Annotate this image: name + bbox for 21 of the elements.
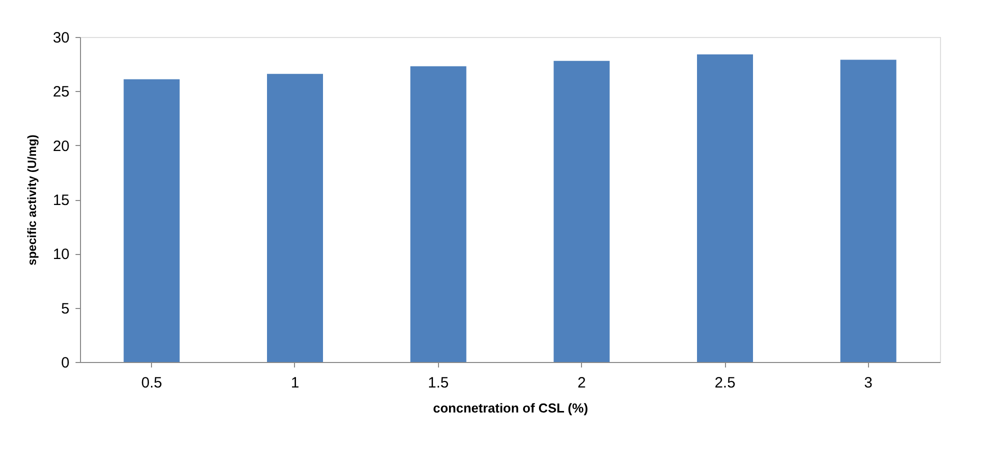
x-tick-label: 2 [577,374,586,392]
bar [124,79,180,362]
x-tick-label: 0.5 [141,374,162,392]
y-axis-title: specific activity (U/mg) [24,134,39,266]
y-tick-label: 0 [61,354,70,372]
bar [840,60,896,362]
y-tick-label: 20 [52,138,70,155]
x-tick-label: 3 [864,374,873,392]
x-tick-label: 1 [290,374,300,392]
bar [410,66,466,362]
x-axis-title: concnetration of CSL (%) [432,400,588,416]
x-tick-label: 1.5 [428,374,449,392]
y-tick-label: 25 [52,84,70,101]
y-tick-label: 30 [52,30,70,46]
y-tick-label: 10 [52,246,70,264]
y-tick-label: 15 [52,192,70,209]
y-tick-label: 5 [61,300,70,318]
bar [554,60,610,362]
bar [697,54,753,362]
x-tick-label: 2.5 [714,374,736,392]
bar [267,74,323,362]
